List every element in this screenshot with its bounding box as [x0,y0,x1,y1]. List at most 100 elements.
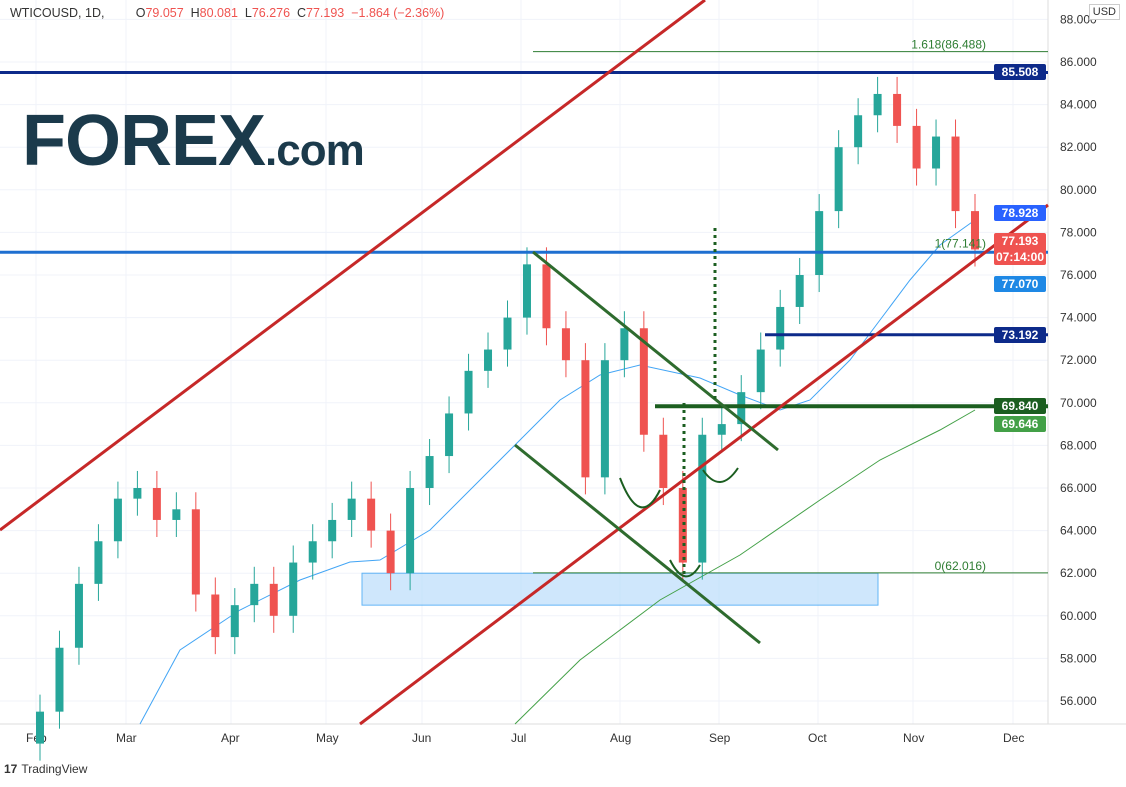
candle-body [269,583,278,616]
price-tag-77.070: 77.070 [994,275,1046,292]
candle-body [464,370,473,414]
candle-body [542,264,551,329]
low-label: L [244,6,252,20]
candle-body [522,264,531,318]
candle-body [230,605,239,638]
candle-body [639,328,648,435]
x-tick-label: Aug [610,731,631,745]
candle-body [133,488,142,499]
sma-200-line [514,409,976,725]
y-tick-label: 72.000 [1060,353,1097,367]
y-tick-label: 68.000 [1060,438,1097,452]
candle-body [678,488,687,563]
close-label: C [297,6,307,20]
y-tick-label: 66.000 [1060,481,1097,495]
price-tag-85.508: 85.508 [994,64,1046,81]
wedge-upper-line [532,250,779,452]
wedge-lower-line [514,443,761,645]
candle-body [74,583,83,648]
x-tick-label: Apr [221,731,240,745]
head-arc [669,559,701,578]
left-shoulder-arc [619,477,661,509]
price-tag-69.646: 69.646 [994,416,1046,433]
x-tick-label: May [316,731,339,745]
candle-body [795,275,804,307]
y-tick-label: 74.000 [1060,311,1097,325]
close-value: 77.193 [306,6,345,20]
price-tag-78.928: 78.928 [994,204,1046,221]
x-tick-label: Jul [511,731,526,745]
fib-label-bottom: 0(62.016) [935,559,986,573]
candle-body [425,456,434,488]
y-tick-label: 56.000 [1060,694,1097,708]
candle-body [873,93,882,116]
candle-body [659,434,668,488]
y-tick-label: 60.000 [1060,609,1097,623]
candle-body [289,562,298,616]
candle-body [211,594,220,638]
candle-body [503,317,512,350]
candle-body [971,211,979,250]
x-tick-label: Mar [116,731,137,745]
right-shoulder-arc [702,467,739,483]
candle-body [951,136,960,212]
forex-logo: FOREX.com [22,101,365,181]
tradingview-logo-icon: 17 [4,762,18,776]
candle-body [776,306,785,350]
candle-body [36,711,44,744]
open-label: O [135,6,146,20]
candle-body [328,519,337,542]
y-tick-label: 76.000 [1060,268,1097,282]
y-tick-label: 88.000 [1060,12,1097,26]
candle-body [893,93,902,126]
high-label: H [190,6,200,20]
high-value: 80.081 [199,6,238,20]
x-tick-label: Oct [808,731,827,745]
change-value: −1.864 (−2.36%) [351,6,445,20]
candle-body [581,360,590,478]
candle-body [717,424,726,435]
y-tick-label: 62.000 [1060,566,1097,580]
candle-body [815,211,824,275]
candle-body [55,647,64,712]
candle-body [406,488,415,574]
candle-body [367,498,376,531]
candle-body [250,583,259,606]
candle-body [600,360,609,478]
candle-body [561,328,570,361]
candle-body [756,349,765,393]
y-tick-label: 82.000 [1060,140,1097,154]
candle-body [191,509,200,595]
candle-body [834,147,843,212]
candle-body [912,125,921,169]
tradingview-brand[interactable]: 17 TradingView [4,762,88,776]
x-tick-label: Nov [903,731,924,745]
upper-channel-line [0,0,706,532]
fib-label-top: 1.618(86.488) [911,38,986,52]
y-tick-label: 64.000 [1060,524,1097,538]
y-tick-label: 86.000 [1060,55,1097,69]
candle-body [932,136,941,169]
low-value: 76.276 [251,6,291,20]
x-tick-label: Sep [709,731,731,745]
candle-body [347,498,356,520]
y-tick-label: 58.000 [1060,651,1097,665]
symbol-label: WTICOUSD, 1D, [10,6,105,20]
x-tick-label: Jun [412,731,431,745]
y-tick-label: 70.000 [1060,396,1097,410]
candle-body [854,115,863,148]
sma-50-line [139,219,976,725]
candle-body [308,541,317,563]
price-tag-77.193: 77.193 07:14:00 [994,232,1046,265]
y-tick-label: 80.000 [1060,183,1097,197]
fib-label-mid: 1(77.141) [935,237,986,251]
candle-body [620,328,629,361]
candle-body [172,509,181,520]
candle-body [113,498,122,542]
ohlc-header: WTICOUSD, 1D, O79.057 H80.081 L76.276 C7… [10,6,444,20]
currency-button[interactable]: USD [1088,4,1120,20]
candle-body [94,541,103,584]
open-value: 79.057 [145,6,184,20]
candle-body [445,413,454,457]
